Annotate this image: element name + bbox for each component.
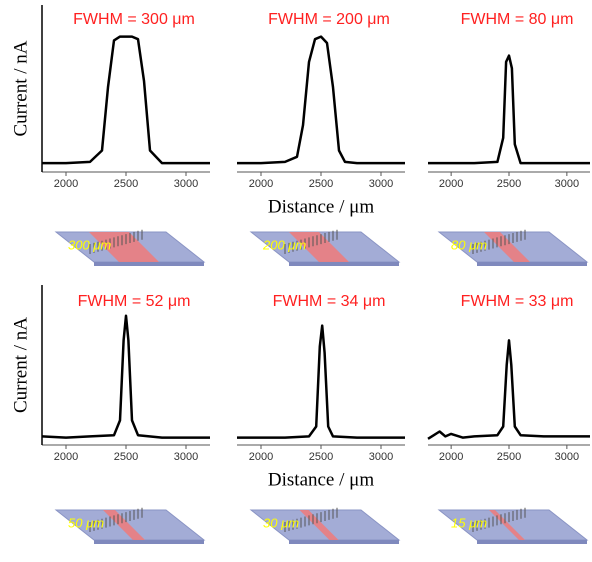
substrate-edge xyxy=(477,540,587,544)
y-axis-label: Current / nA xyxy=(10,40,31,136)
x-tick-label: 2500 xyxy=(497,451,521,463)
current-trace xyxy=(427,339,590,440)
x-tick-label: 3000 xyxy=(369,451,393,463)
illustration: 80 μm xyxy=(437,229,589,266)
x-tick-label: 2500 xyxy=(309,178,333,190)
current-trace xyxy=(42,35,210,165)
x-axis-label: Distance / μm xyxy=(268,469,374,490)
illustration: 15 μm xyxy=(437,507,589,544)
chart-title: FWHM = 200 μm xyxy=(268,11,390,28)
illumination-stripe xyxy=(89,232,159,262)
x-tick-label: 2500 xyxy=(497,178,521,190)
x-tick-label: 2000 xyxy=(54,178,78,190)
illumination-stripe xyxy=(489,510,525,540)
x-axis-label: Distance / μm xyxy=(268,196,374,217)
illustration: 30 μm xyxy=(249,507,401,544)
current-trace xyxy=(237,35,405,165)
x-tick-label: 2500 xyxy=(114,178,138,190)
substrate-edge xyxy=(289,262,399,266)
chart-title: FWHM = 34 μm xyxy=(273,293,386,310)
current-trace xyxy=(428,54,590,165)
x-tick-label: 2500 xyxy=(309,451,333,463)
stripe-width-label: 50 μm xyxy=(68,515,104,530)
x-tick-label: 3000 xyxy=(555,178,579,190)
chart-title: FWHM = 80 μm xyxy=(461,11,574,28)
illustration: 50 μm xyxy=(54,507,206,544)
substrate-edge xyxy=(94,540,204,544)
substrate-edge xyxy=(289,540,399,544)
x-tick-label: 3000 xyxy=(369,178,393,190)
x-tick-label: 2000 xyxy=(439,451,463,463)
current-trace xyxy=(237,324,405,439)
stripe-width-label: 200 μm xyxy=(262,237,306,252)
x-tick-label: 2000 xyxy=(249,451,273,463)
stripe-width-label: 15 μm xyxy=(451,515,487,530)
x-tick-label: 2000 xyxy=(439,178,463,190)
stripe-width-label: 300 μm xyxy=(68,237,111,252)
x-tick-label: 2000 xyxy=(54,451,78,463)
chart-title: FWHM = 52 μm xyxy=(78,293,191,310)
x-tick-label: 3000 xyxy=(555,451,579,463)
illustration: 300 μm xyxy=(54,229,206,266)
x-tick-label: 2000 xyxy=(249,178,273,190)
substrate-edge xyxy=(94,262,204,266)
illumination-stripe xyxy=(289,232,349,262)
y-axis-label: Current / nA xyxy=(10,317,31,413)
x-tick-label: 2500 xyxy=(114,451,138,463)
x-tick-label: 3000 xyxy=(174,451,198,463)
current-trace xyxy=(41,314,210,439)
illumination-stripe xyxy=(484,232,530,262)
x-tick-label: 3000 xyxy=(174,178,198,190)
illustration: 200 μm xyxy=(249,229,401,266)
stripe-width-label: 80 μm xyxy=(451,237,487,252)
substrate-edge xyxy=(477,262,587,266)
chart-title: FWHM = 33 μm xyxy=(461,293,574,310)
stripe-width-label: 30 μm xyxy=(263,515,299,530)
chart-title: FWHM = 300 μm xyxy=(73,11,195,28)
